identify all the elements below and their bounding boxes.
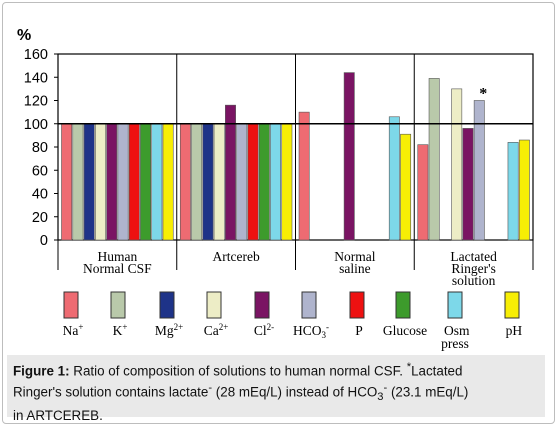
bar <box>298 111 310 241</box>
bar <box>162 123 174 241</box>
legend-label: K+ <box>113 322 128 338</box>
caption-sup-minus: - <box>383 381 388 394</box>
group-label: Lactated <box>450 249 497 264</box>
y-tick-label: 120 <box>24 94 48 110</box>
bar <box>179 123 191 241</box>
bar <box>473 100 485 241</box>
bar <box>451 88 463 241</box>
bar <box>281 123 293 241</box>
legend-swatch <box>206 291 222 319</box>
bar <box>213 123 225 241</box>
bar <box>151 123 163 241</box>
legend-swatch <box>63 291 79 319</box>
legend-label: HCO3- <box>293 322 329 340</box>
legend-swatch <box>349 291 365 319</box>
bar <box>462 128 474 241</box>
legend-label: pH <box>506 323 523 338</box>
caption-line2c: (23.1 mEq/L) <box>387 384 469 400</box>
group-label: Artcereb <box>213 249 260 264</box>
group-label: Ringer's <box>451 261 495 276</box>
y-tick-label: 140 <box>24 70 48 86</box>
legend-label: Glucose <box>383 323 427 338</box>
y-tick-label: 0 <box>40 233 48 249</box>
caption-line1b: Lactated <box>411 363 463 379</box>
bar <box>83 123 95 241</box>
figure-caption: Figure 1: Ratio of composition of soluti… <box>7 355 545 423</box>
bar <box>140 123 152 241</box>
legend-swatch <box>395 291 411 319</box>
group-label: solution <box>452 273 496 288</box>
bar <box>128 123 140 241</box>
bar <box>117 123 129 241</box>
bar <box>518 139 530 241</box>
bar <box>61 123 73 241</box>
group-label: Normal CSF <box>83 261 152 276</box>
legend-label: P <box>355 323 363 338</box>
caption-label: Figure 1: <box>13 363 70 379</box>
caption-sub-3: 3 <box>377 391 384 404</box>
caption-line3: in ARTCEREB. <box>13 407 103 423</box>
group-label: saline <box>339 261 371 276</box>
legend-label-line2: press <box>441 336 469 351</box>
group-label: Human <box>98 249 138 264</box>
caption-sup-lactate: - <box>208 381 213 394</box>
caption-line2a: Ringer's solution contains lactate <box>13 384 209 400</box>
caption-line1: Ratio of composition of solutions to hum… <box>69 363 407 379</box>
caption-star: * <box>406 361 412 373</box>
legend-swatch <box>254 291 270 319</box>
bar <box>258 123 270 241</box>
y-unit-label: % <box>17 27 31 44</box>
bar <box>270 123 282 241</box>
legend-label: Cl2- <box>254 322 274 338</box>
legend-swatch <box>504 291 520 319</box>
legend-label: Ca2+ <box>204 322 229 338</box>
legend-swatch <box>110 291 126 319</box>
bar <box>343 72 355 241</box>
legend-label: Mg2+ <box>155 322 183 338</box>
y-tick-label: 40 <box>32 187 48 203</box>
group-label: Normal <box>334 249 375 264</box>
bar <box>72 123 84 241</box>
bar <box>106 123 118 241</box>
y-tick-label: 100 <box>24 117 48 133</box>
y-tick-label: 160 <box>24 47 48 63</box>
bar <box>247 123 259 241</box>
bar <box>400 133 412 241</box>
legend-swatch <box>447 291 463 319</box>
bar <box>202 123 214 241</box>
bar <box>417 144 429 241</box>
bar <box>95 123 106 241</box>
bar <box>388 116 400 241</box>
legend-swatch <box>301 291 317 319</box>
legend-label: Na+ <box>63 322 84 338</box>
legend-label: Osm <box>444 323 470 338</box>
y-tick-label: 80 <box>32 140 48 156</box>
caption-line2b: (28 mEq/L) instead of HCO <box>212 384 378 400</box>
bar <box>507 142 519 241</box>
annotation-asterisk: * <box>479 86 487 103</box>
bar <box>428 78 440 241</box>
bar <box>236 123 248 241</box>
legend-swatch <box>159 291 175 319</box>
y-tick-label: 60 <box>32 163 48 179</box>
bar <box>191 123 203 241</box>
y-tick-label: 20 <box>32 210 48 226</box>
bar <box>225 104 236 241</box>
